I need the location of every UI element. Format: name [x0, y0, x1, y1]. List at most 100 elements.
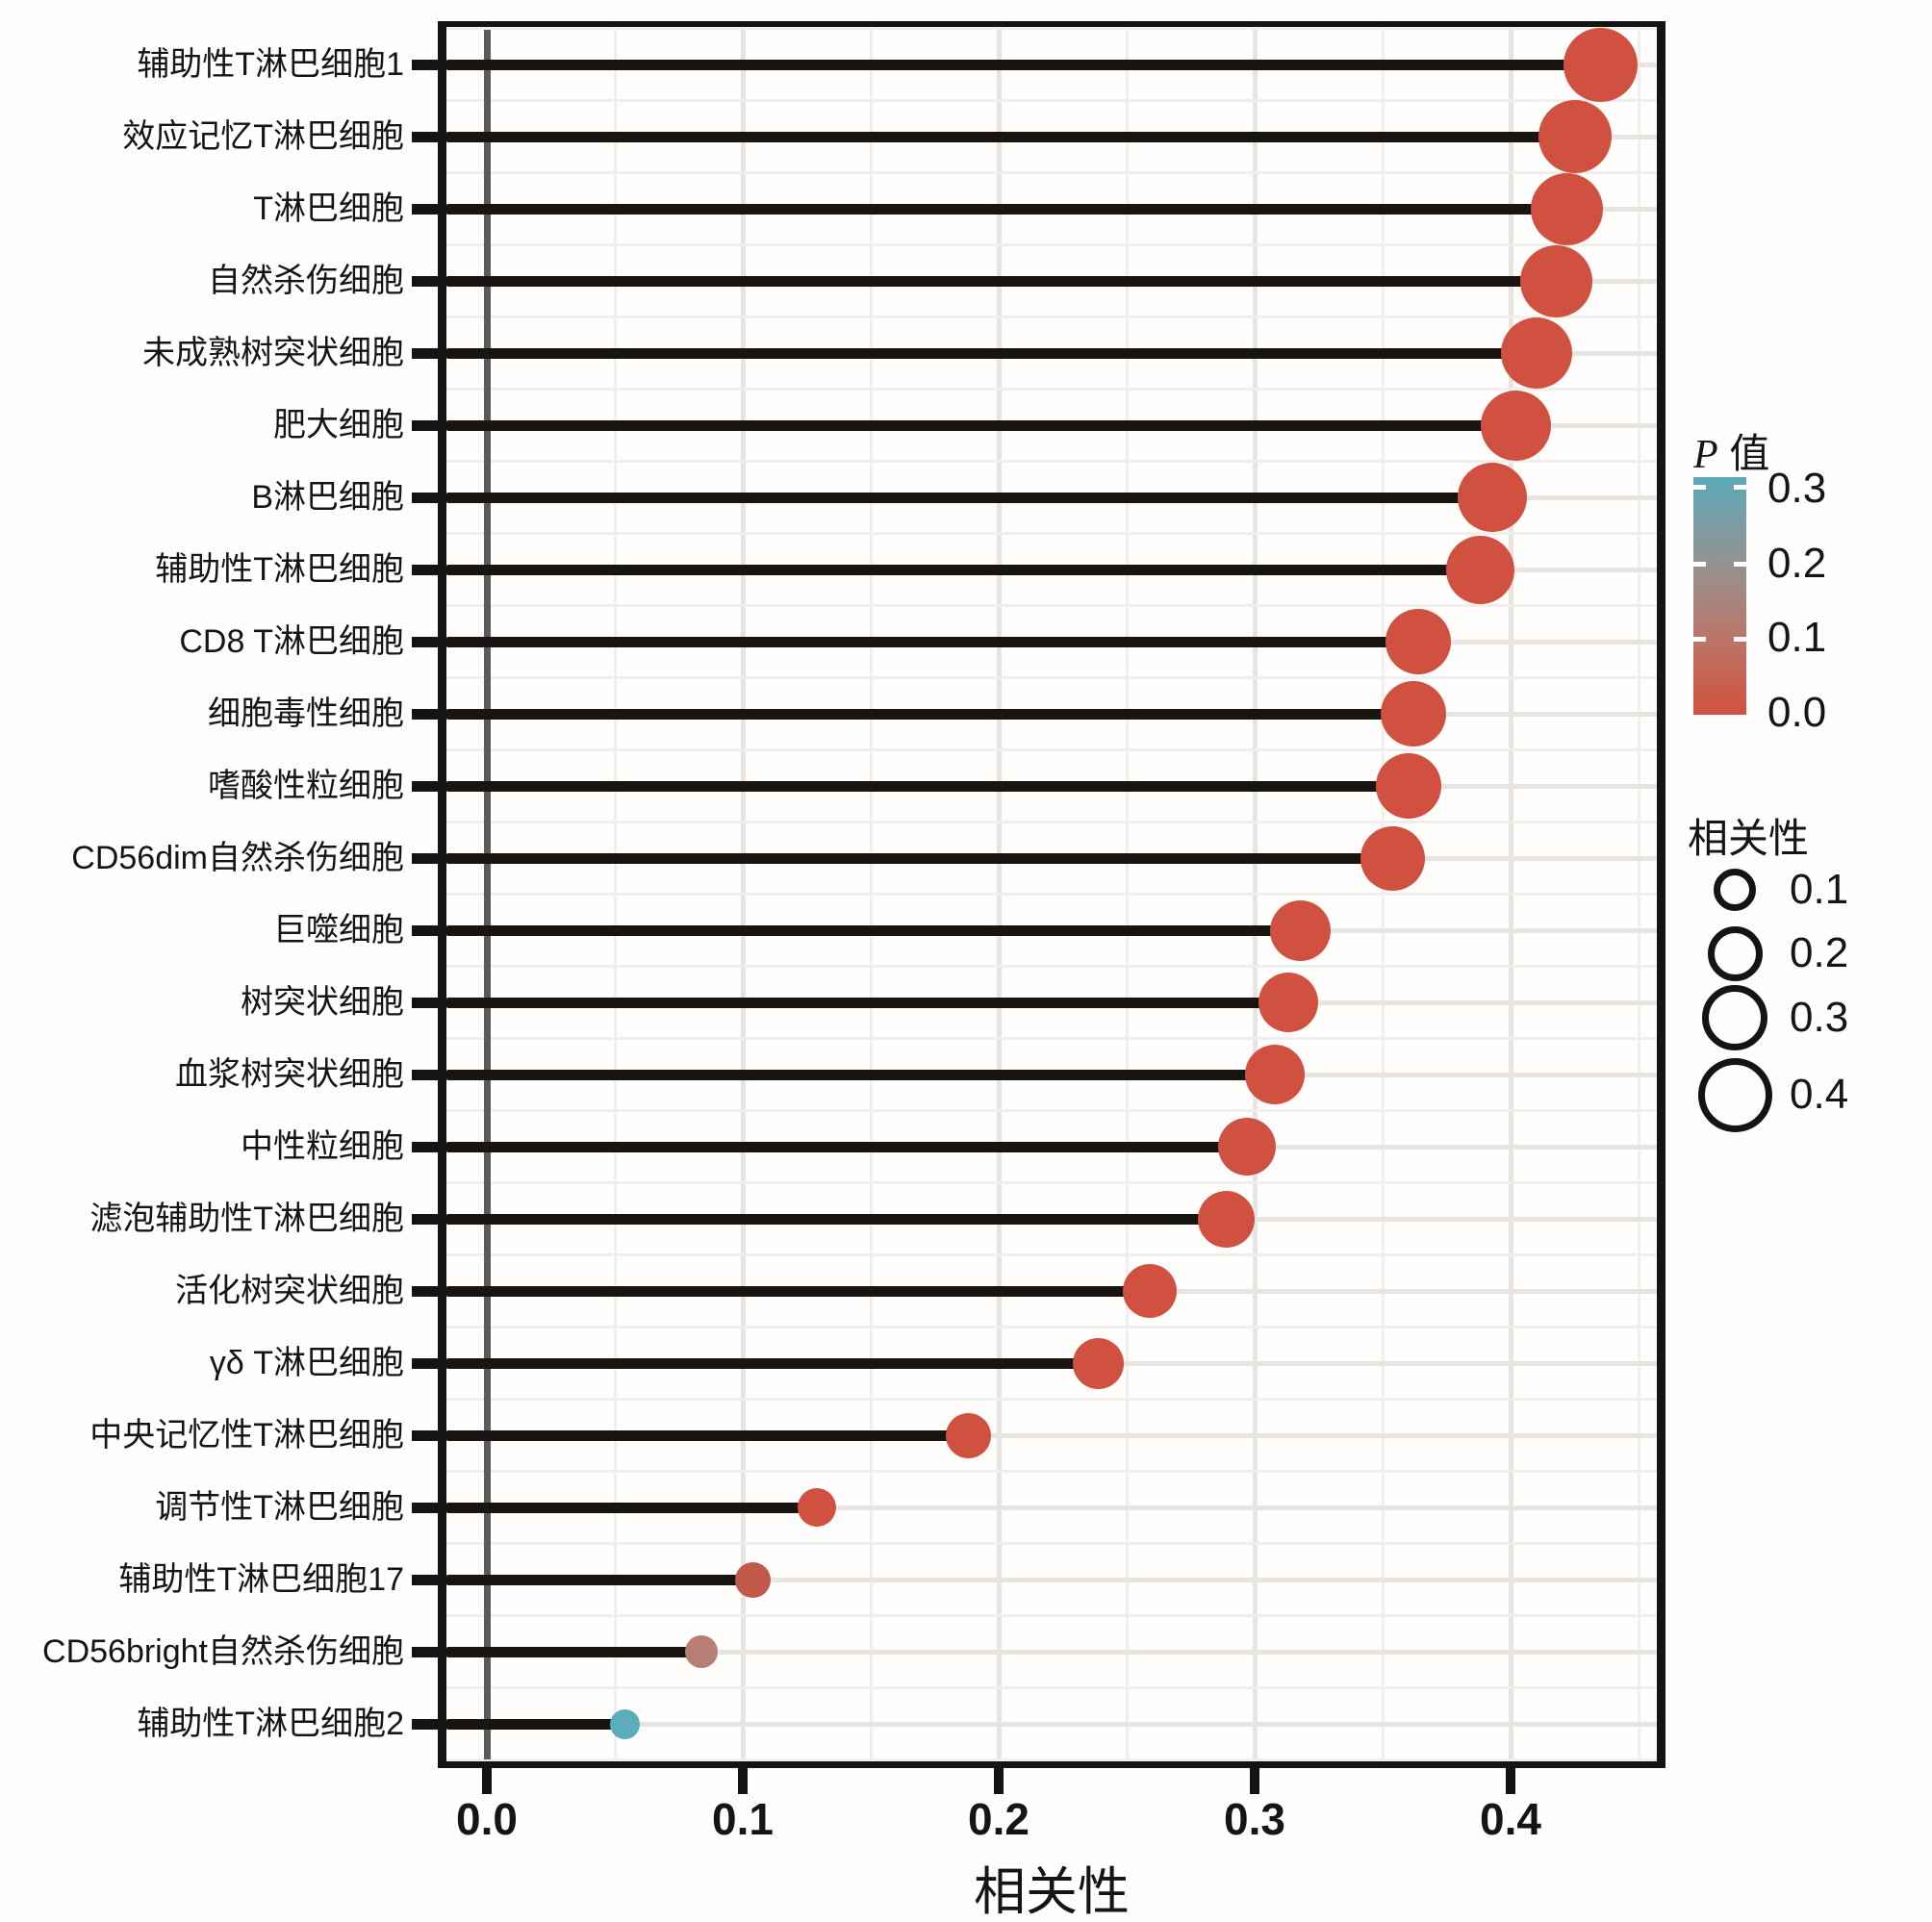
y-category-label: 滤泡辅助性T淋巴细胞	[89, 1201, 404, 1237]
y-axis-tick	[412, 275, 438, 287]
y-category-label: 血浆树突状细胞	[175, 1056, 404, 1093]
size-legend-circle	[1697, 1057, 1772, 1132]
pvalue-legend-title: P 值	[1693, 421, 1769, 480]
horizontal-minor-gridline	[446, 171, 1657, 174]
lollipop-stem	[446, 59, 1601, 70]
y-axis-tick	[412, 564, 438, 575]
x-tick-label: 0.2	[968, 1794, 1030, 1844]
data-point	[945, 1412, 991, 1458]
y-axis-tick	[412, 708, 438, 720]
y-category-label: 未成熟树突状细胞	[142, 335, 404, 371]
data-point	[1270, 899, 1332, 961]
horizontal-minor-gridline	[446, 316, 1657, 318]
lollipop-stem	[446, 1574, 753, 1585]
data-point	[1360, 825, 1426, 891]
horizontal-gridline	[446, 1505, 1657, 1510]
data-point	[1563, 27, 1638, 102]
x-axis-tick	[1506, 1768, 1515, 1794]
horizontal-minor-gridline	[446, 748, 1657, 751]
data-point	[685, 1635, 719, 1668]
horizontal-minor-gridline	[446, 893, 1657, 896]
horizontal-minor-gridline	[446, 1037, 1657, 1040]
data-point	[735, 1561, 772, 1598]
data-point	[1218, 1118, 1277, 1176]
y-category-label: 巨噬细胞	[273, 912, 404, 948]
horizontal-minor-gridline	[446, 604, 1657, 607]
y-axis-tick	[412, 1141, 438, 1152]
lollipop-stem	[446, 1718, 625, 1730]
y-axis-tick	[412, 1574, 438, 1585]
x-tick-label: 0.4	[1480, 1794, 1541, 1844]
pvalue-legend-tick-label: 0.1	[1767, 614, 1827, 661]
size-legend: 相关性 0.1 0.2 0.3 0.4	[1676, 806, 1932, 1152]
size-legend-title: 相关性	[1688, 816, 1810, 861]
lollipop-stem	[446, 636, 1419, 647]
y-category-label: CD56bright自然杀伤细胞	[42, 1633, 404, 1670]
size-legend-label: 0.1	[1790, 866, 1849, 913]
gradient-tick-dash	[1693, 562, 1706, 567]
data-point	[1385, 609, 1452, 674]
y-category-label: CD56dim自然杀伤细胞	[71, 840, 404, 876]
y-category-label: 嗜酸性粒细胞	[208, 768, 404, 804]
y-category-label: 调节性T淋巴细胞	[155, 1489, 404, 1526]
data-point	[1258, 973, 1318, 1032]
y-axis-tick	[412, 852, 438, 864]
y-category-label: T淋巴细胞	[253, 190, 404, 227]
horizontal-minor-gridline	[446, 1109, 1657, 1112]
y-axis-tick	[412, 1213, 438, 1225]
y-axis-tick	[412, 1069, 438, 1080]
lollipop-stem	[446, 1141, 1248, 1152]
x-tick-label: 0.1	[712, 1794, 774, 1844]
horizontal-gridline	[446, 1721, 1657, 1727]
y-axis-tick	[412, 636, 438, 647]
y-axis-tick	[412, 347, 438, 359]
y-category-label: 中性粒细胞	[241, 1128, 404, 1165]
y-category-label: 效应记忆T淋巴细胞	[122, 118, 404, 155]
y-category-label: 细胞毒性细胞	[208, 695, 404, 732]
zero-reference-line	[483, 30, 491, 1759]
data-point	[1198, 1190, 1256, 1248]
y-axis-tick	[412, 131, 438, 142]
lollipop-stem	[446, 203, 1567, 215]
y-axis-tick	[412, 1357, 438, 1369]
lollipop-stem	[446, 131, 1575, 142]
horizontal-minor-gridline	[446, 388, 1657, 391]
y-category-label: 辅助性T淋巴细胞	[155, 551, 404, 588]
horizontal-minor-gridline	[446, 821, 1657, 823]
size-legend-label: 0.4	[1790, 1071, 1849, 1118]
y-category-label: 辅助性T淋巴细胞17	[118, 1561, 404, 1598]
y-axis-labels: 辅助性T淋巴细胞1 效应记忆T淋巴细胞 T淋巴细胞 自然杀伤细胞 未成熟树突状细胞 肥大细…	[0, 21, 404, 1768]
gradient-tick-dash	[1693, 485, 1706, 490]
data-point	[1500, 317, 1572, 389]
y-category-label: 中央记忆性T淋巴细胞	[89, 1417, 404, 1454]
data-point	[1520, 244, 1593, 317]
y-axis-tick	[412, 419, 438, 431]
data-point	[1380, 681, 1446, 746]
data-point	[798, 1488, 837, 1527]
x-tick-label: 0.0	[456, 1794, 518, 1844]
x-axis-tick	[482, 1768, 492, 1794]
horizontal-minor-gridline	[446, 532, 1657, 535]
x-axis-tick	[738, 1768, 748, 1794]
pvalue-legend-title-text: 值	[1729, 431, 1770, 476]
y-axis-tick	[412, 1502, 438, 1513]
pvalue-legend-tick-label: 0.2	[1767, 539, 1827, 587]
lollipop-stem	[446, 1213, 1227, 1225]
y-category-label: 自然杀伤细胞	[208, 263, 404, 299]
data-point	[1445, 535, 1514, 604]
gradient-tick-dash	[1734, 637, 1746, 642]
y-axis-tick	[412, 203, 438, 215]
horizontal-minor-gridline	[446, 1326, 1657, 1328]
horizontal-minor-gridline	[446, 1253, 1657, 1256]
y-axis-tick	[412, 1285, 438, 1297]
data-point	[1480, 390, 1551, 461]
data-point	[610, 1708, 641, 1739]
y-axis-tick	[412, 492, 438, 503]
horizontal-minor-gridline	[446, 1470, 1657, 1473]
horizontal-minor-gridline	[446, 460, 1657, 463]
y-category-label: 活化树突状细胞	[175, 1273, 404, 1309]
y-category-label: 树突状细胞	[241, 984, 404, 1021]
horizontal-minor-gridline	[446, 1758, 1657, 1761]
gradient-tick-dash	[1693, 637, 1706, 642]
